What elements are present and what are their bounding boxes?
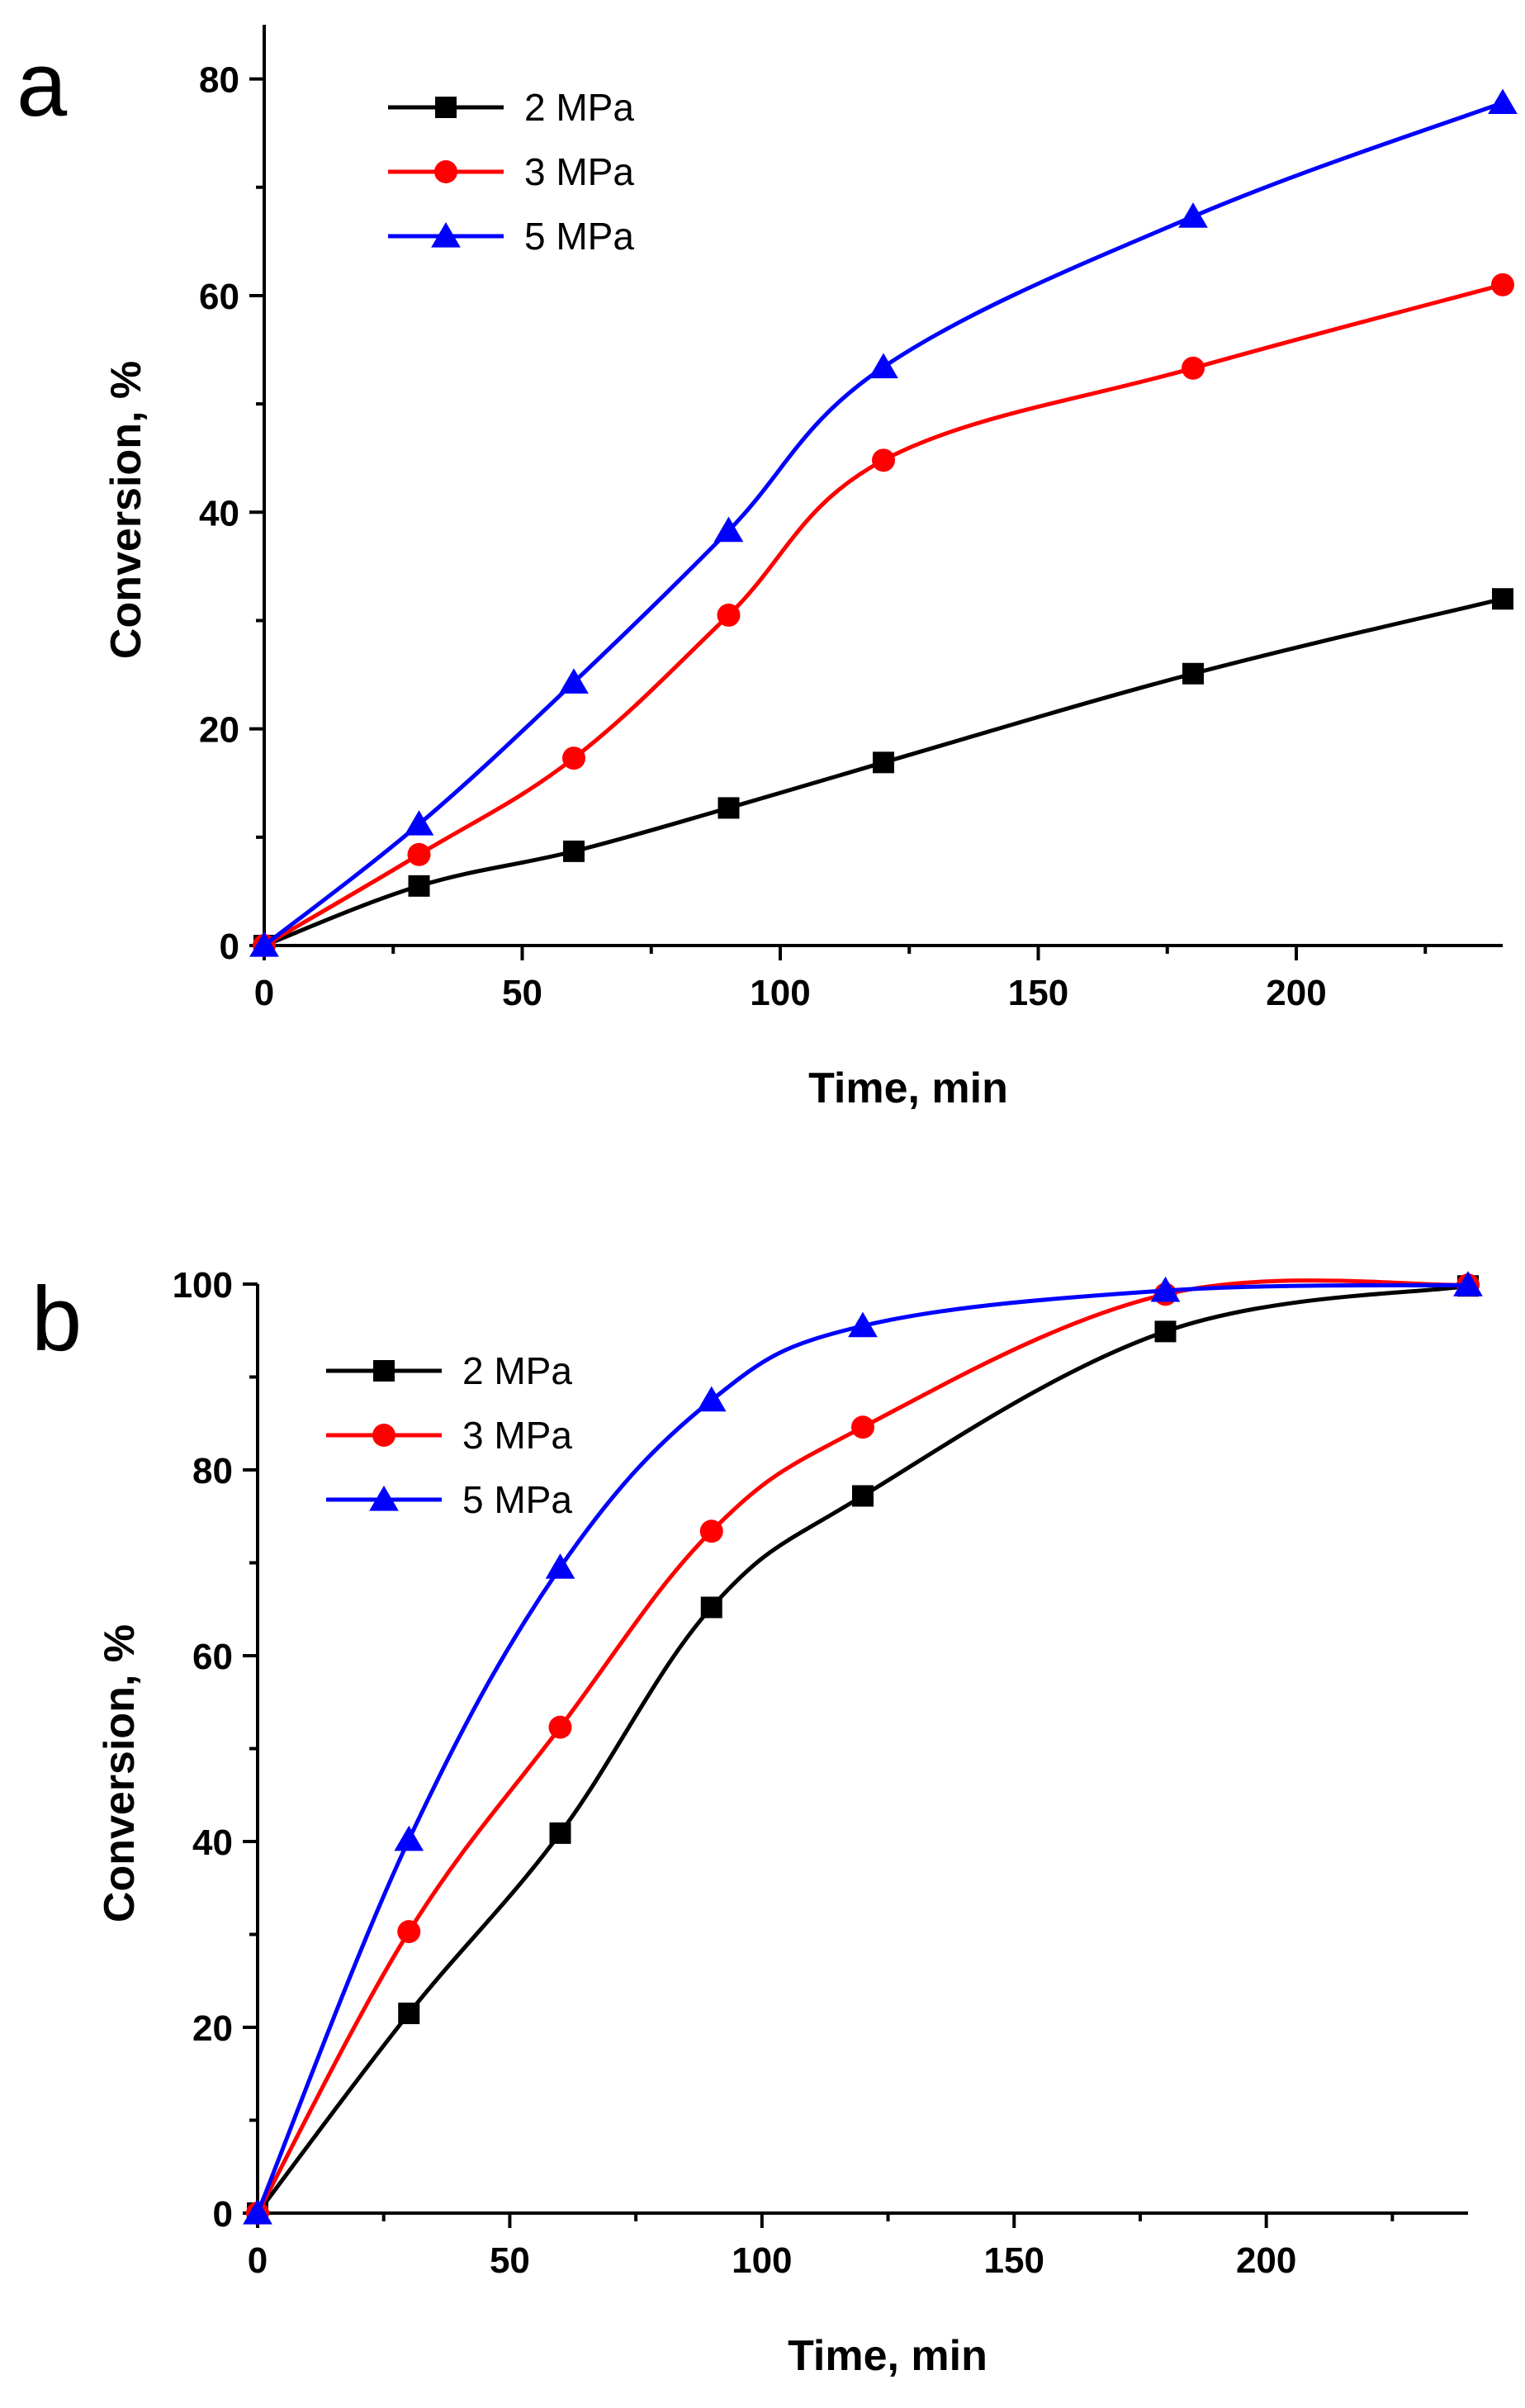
legend-entry: 5 MPa — [388, 215, 634, 258]
data-point — [1154, 1320, 1177, 1343]
data-point — [397, 1920, 421, 1944]
y-tick-label: 40 — [192, 1823, 233, 1863]
data-point — [1492, 588, 1513, 610]
data-point — [717, 603, 741, 627]
data-point — [407, 842, 431, 866]
data-point — [1491, 273, 1514, 296]
data-point — [394, 1825, 424, 1851]
x-tick-label: 200 — [1266, 973, 1326, 1013]
legend-marker — [373, 1360, 395, 1382]
data-point — [563, 840, 585, 862]
legend-marker — [435, 97, 457, 118]
legend-label: 5 MPa — [462, 1478, 572, 1521]
x-tick-label: 150 — [1008, 973, 1068, 1013]
data-point — [1178, 202, 1208, 228]
series-3-mpa — [253, 273, 1514, 957]
legend-entry: 2 MPa — [326, 1349, 572, 1392]
data-point — [545, 1553, 575, 1579]
y-axis-title: Conversion, % — [96, 1624, 144, 1922]
series-5-mpa — [249, 88, 1518, 957]
x-tick-label: 50 — [502, 973, 542, 1013]
legend-marker — [434, 160, 457, 183]
data-point — [1182, 356, 1205, 380]
y-tick-label: 40 — [199, 493, 239, 533]
data-point — [1488, 88, 1518, 115]
data-point — [1453, 1271, 1483, 1296]
data-point — [848, 1311, 878, 1338]
data-point — [559, 668, 589, 694]
legend-label: 3 MPa — [462, 1414, 572, 1457]
legend-label: 2 MPa — [462, 1349, 572, 1392]
data-point — [696, 1386, 727, 1412]
x-axis-title: Time, min — [788, 2332, 987, 2380]
y-tick-label: 20 — [199, 710, 239, 751]
y-tick-label: 20 — [192, 2008, 233, 2049]
legend-label: 2 MPa — [524, 86, 634, 129]
data-point — [249, 931, 279, 957]
data-point — [548, 1715, 572, 1739]
series-line — [263, 101, 1504, 947]
y-tick-label: 80 — [199, 60, 239, 101]
data-point — [873, 751, 894, 774]
y-tick-label: 100 — [173, 1265, 233, 1306]
chart-panel-a: a 0 50 100 150 200 0 20 40 60 80 Time, min Conversio… — [17, 25, 1518, 1112]
y-tick-label: 0 — [220, 927, 239, 967]
data-point — [1150, 1276, 1181, 1302]
legend-entry: 3 MPa — [388, 150, 634, 193]
data-point — [404, 810, 434, 836]
data-point — [852, 1485, 874, 1507]
legend-label: 5 MPa — [524, 215, 634, 258]
x-tick-label: 100 — [732, 2240, 792, 2281]
data-point — [549, 1822, 571, 1844]
data-point — [1182, 662, 1204, 685]
data-point — [408, 875, 430, 897]
data-point — [851, 1415, 874, 1439]
y-tick-label: 80 — [192, 1451, 233, 1491]
x-tick-label: 150 — [984, 2240, 1044, 2281]
data-point — [243, 2199, 272, 2225]
series-2-mpa — [253, 588, 1513, 956]
legend-marker — [372, 1424, 395, 1447]
y-tick-label: 60 — [199, 277, 239, 317]
data-point — [699, 1519, 723, 1543]
y-tick-label: 60 — [192, 1637, 233, 1677]
series-3-mpa — [246, 1273, 1480, 2225]
legend-entry: 2 MPa — [388, 86, 634, 129]
legend-label: 3 MPa — [524, 150, 634, 193]
data-point — [398, 2003, 420, 2025]
data-point — [700, 1596, 722, 1619]
legend-marker — [369, 1486, 399, 1511]
y-axis-title: Conversion, % — [102, 361, 150, 659]
x-tick-label: 100 — [750, 973, 810, 1013]
x-tick-label: 0 — [248, 2240, 268, 2281]
panel-letter: b — [31, 1268, 82, 1370]
data-point — [713, 516, 744, 543]
x-tick-label: 0 — [254, 973, 274, 1013]
data-point — [869, 353, 898, 379]
panel-letter: a — [17, 34, 68, 135]
legend-marker — [431, 222, 461, 248]
data-point — [718, 797, 740, 819]
data-point — [872, 448, 895, 472]
x-tick-label: 200 — [1236, 2240, 1296, 2281]
chart-panel-b: b 0 50 100 150 200 0 20 40 60 80 100 Time, min Conver… — [31, 1265, 1483, 2380]
data-point — [562, 747, 585, 770]
series-line — [263, 282, 1504, 948]
legend-entry: 3 MPa — [326, 1414, 572, 1457]
x-axis-title: Time, min — [808, 1064, 1008, 1112]
legend-entry: 5 MPa — [326, 1478, 572, 1521]
y-tick-label: 0 — [213, 2194, 233, 2235]
series-5-mpa — [243, 1271, 1483, 2225]
x-tick-label: 50 — [490, 2240, 530, 2281]
